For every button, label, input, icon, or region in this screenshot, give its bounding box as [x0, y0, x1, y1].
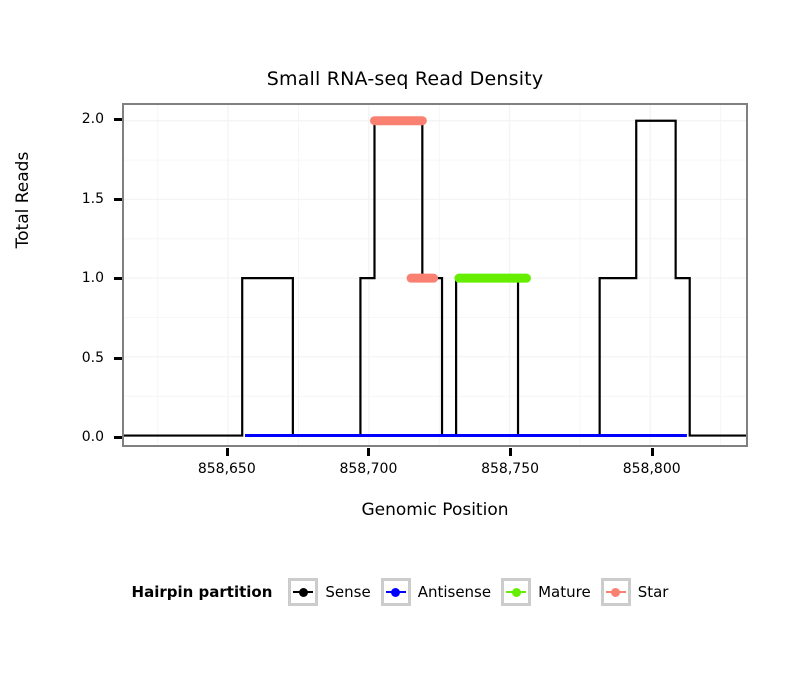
x-tick-label: 858,800: [622, 461, 681, 477]
legend-label: Star: [637, 583, 669, 601]
legend-entry-mature[interactable]: Mature: [501, 578, 591, 606]
y-tick-mark: [114, 277, 122, 281]
legend-label: Antisense: [417, 583, 492, 601]
legend-key-sense-icon: [288, 578, 319, 606]
legend-label: Sense: [325, 583, 371, 601]
legend-key-star-icon: [600, 578, 631, 606]
data-series-layer: [124, 121, 746, 436]
y-tick-label: 0.0: [81, 429, 104, 446]
legend-title: Hairpin partition: [131, 583, 273, 601]
y-tick-mark: [114, 436, 122, 440]
x-tick-mark: [650, 448, 654, 456]
y-tick-label: 0.5: [81, 349, 104, 366]
chart-legend: Hairpin partition Sense Antisense Mature St…: [0, 578, 810, 606]
x-axis-label: Genomic Position: [361, 500, 509, 520]
x-tick-mark: [367, 448, 371, 456]
y-tick-mark: [114, 197, 122, 201]
x-tick-mark: [509, 448, 513, 456]
y-tick-label: 1.5: [81, 190, 104, 207]
y-tick-label: 1.0: [81, 270, 104, 287]
y-axis-label: Total Reads: [13, 151, 33, 249]
legend-label: Mature: [538, 583, 591, 601]
x-tick-label: 858,750: [481, 461, 540, 477]
y-tick-mark: [114, 356, 122, 360]
legend-entries: Sense Antisense Mature Star: [288, 578, 678, 606]
legend-entry-star[interactable]: Star: [600, 578, 669, 606]
chart-title: Small RNA-seq Read Density: [266, 68, 544, 90]
plot-area: [124, 105, 746, 445]
legend-key-mature-icon: [501, 578, 532, 606]
legend-key-antisense-icon: [380, 578, 411, 606]
y-tick-mark: [114, 117, 122, 121]
x-tick-label: 858,650: [197, 461, 256, 477]
x-tick-mark: [225, 448, 229, 456]
y-tick-label: 2.0: [81, 110, 104, 127]
plot-panel: [122, 103, 748, 447]
legend-entry-antisense[interactable]: Antisense: [380, 578, 492, 606]
x-tick-label: 858,700: [339, 461, 398, 477]
legend-entry-sense[interactable]: Sense: [288, 578, 371, 606]
